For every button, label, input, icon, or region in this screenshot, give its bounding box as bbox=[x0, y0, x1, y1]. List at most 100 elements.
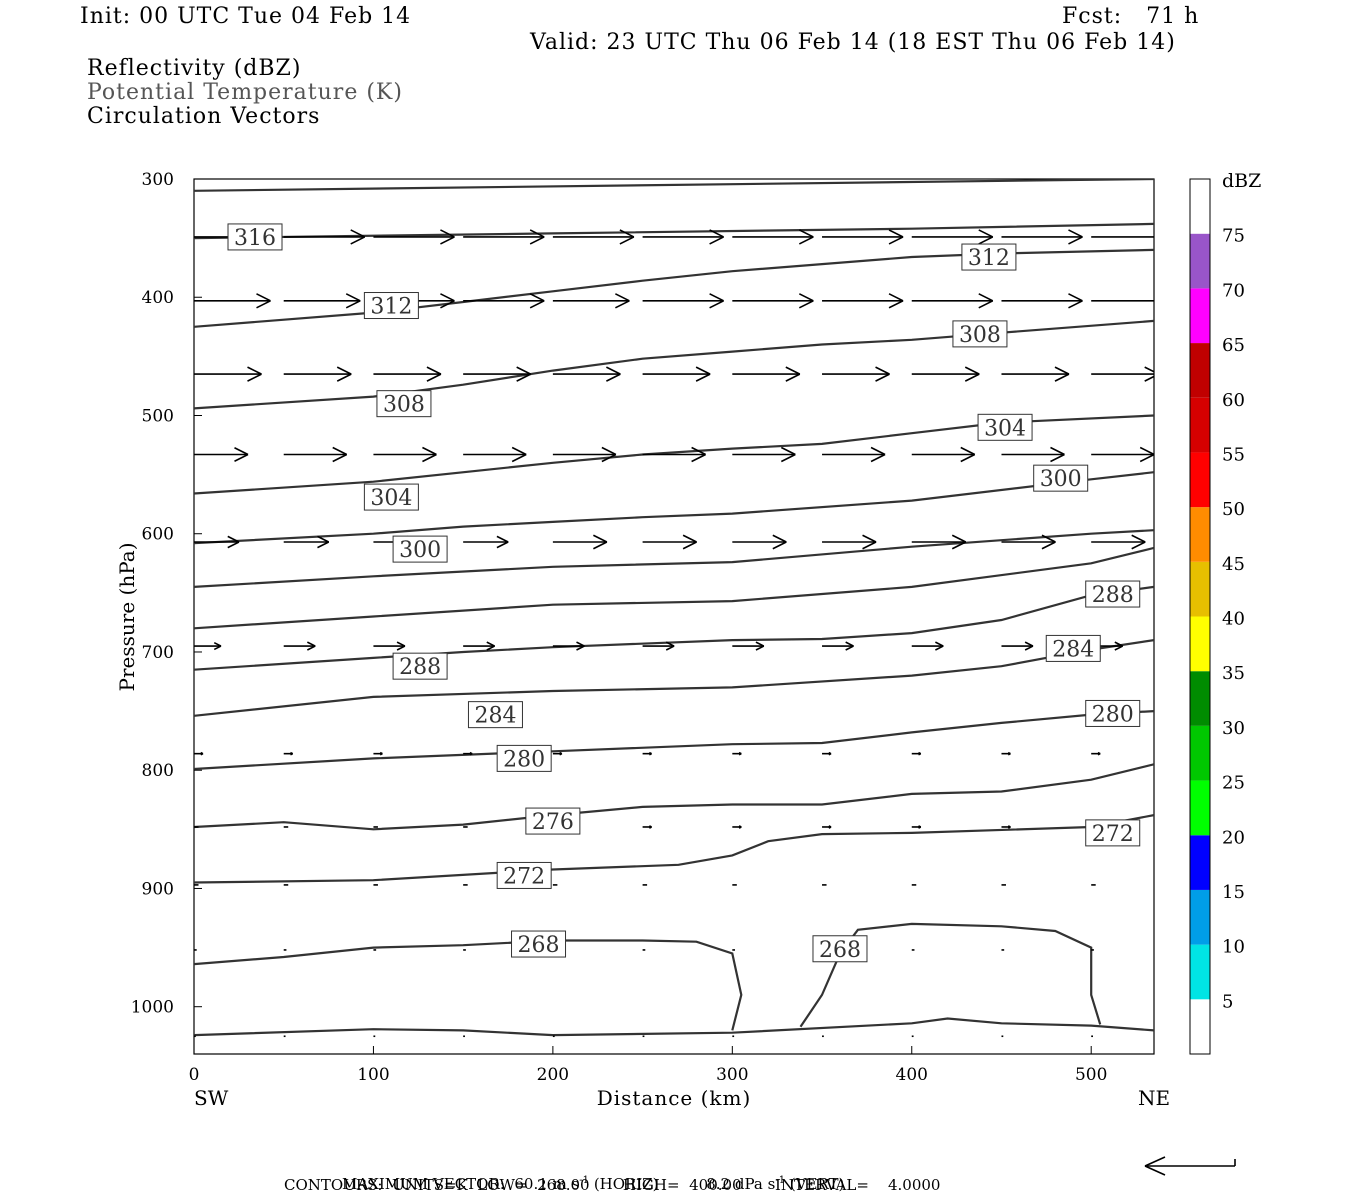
x-tick-label: 300 bbox=[716, 1065, 748, 1085]
isentrope-label-box bbox=[496, 861, 552, 889]
y-tick-label: 700 bbox=[142, 643, 174, 663]
vert-value: 8.2 bbox=[706, 1175, 731, 1193]
y-tick-label: 900 bbox=[142, 879, 174, 899]
colorbar-segment bbox=[1190, 343, 1210, 398]
circulation-vector bbox=[1001, 229, 1083, 245]
isentrope-label-box bbox=[525, 807, 581, 835]
isentrope-label-box bbox=[1033, 464, 1089, 492]
field-circulation-vectors: Circulation Vectors bbox=[87, 104, 321, 129]
circulation-vector bbox=[911, 446, 976, 463]
y-tick-label: 600 bbox=[142, 525, 174, 545]
isentrope-label: 304 bbox=[984, 416, 1026, 441]
colorbar-label: 55 bbox=[1222, 444, 1245, 465]
circulation-vector bbox=[463, 446, 527, 463]
forecast-hour: Fcst: 71 h bbox=[1062, 4, 1200, 29]
y-tick-label: 1000 bbox=[131, 998, 174, 1018]
colorbar-segment bbox=[1190, 561, 1210, 617]
isentrope-label: 300 bbox=[1040, 467, 1082, 492]
circulation-vector bbox=[283, 229, 366, 245]
circulation-vector bbox=[1091, 236, 1154, 238]
horiz-tag: (HORIZ) bbox=[593, 1175, 659, 1193]
horiz-value: 60.1 bbox=[514, 1175, 548, 1193]
circulation-vector bbox=[822, 366, 890, 382]
valid-time: Valid: 23 UTC Thu 06 Feb 14 (18 EST Thu … bbox=[530, 30, 1176, 55]
circulation-vector bbox=[1001, 641, 1034, 651]
circulation-vector bbox=[732, 534, 787, 550]
circulation-vector bbox=[194, 293, 271, 309]
field-potential-temperature: Potential Temperature (K) bbox=[87, 80, 403, 105]
isentrope-label-box bbox=[1085, 699, 1141, 727]
isentrope-label-box bbox=[392, 535, 448, 563]
colorbar-label: 30 bbox=[1222, 718, 1245, 739]
circulation-vector bbox=[552, 229, 635, 245]
colorbar-label: 65 bbox=[1222, 335, 1245, 356]
circulation-vector bbox=[1091, 366, 1154, 382]
isentrope-label-box bbox=[496, 744, 552, 772]
circulation-vector bbox=[822, 751, 832, 756]
circulation-vector bbox=[732, 751, 742, 756]
isentrope-300 bbox=[194, 471, 1154, 545]
circulation-vector bbox=[283, 366, 352, 382]
isentrope-label: 280 bbox=[1092, 702, 1134, 727]
isentrope-label: 304 bbox=[370, 486, 412, 511]
isentrope-316 bbox=[194, 179, 1154, 192]
circulation-vector bbox=[373, 446, 437, 463]
colorbar-segment bbox=[1190, 233, 1210, 289]
colorbar-segment bbox=[1190, 616, 1210, 672]
circulation-vector bbox=[194, 366, 262, 382]
x-end-label-left: SW bbox=[194, 1086, 229, 1110]
circulation-vector bbox=[732, 366, 801, 382]
init-time: Init: 00 UTC Tue 04 Feb 14 bbox=[80, 4, 412, 29]
circulation-vector bbox=[732, 229, 814, 245]
circulation-vector bbox=[552, 446, 617, 463]
colorbar-label: 40 bbox=[1222, 609, 1245, 630]
circulation-vector bbox=[822, 825, 832, 829]
circulation-vector bbox=[822, 446, 886, 463]
isentrope-label: 288 bbox=[399, 655, 441, 680]
colorbar-segment bbox=[1190, 179, 1210, 234]
colorbar-segment bbox=[1190, 999, 1210, 1054]
circulation-vector bbox=[911, 366, 980, 382]
y-tick-label: 800 bbox=[142, 761, 174, 781]
circulation-vector bbox=[642, 534, 697, 550]
plot-frame bbox=[193, 178, 1155, 1055]
circulation-vector bbox=[1091, 751, 1101, 756]
isentrope-296 bbox=[194, 529, 1154, 588]
circulation-vector bbox=[283, 293, 361, 309]
colorbar-segment bbox=[1190, 835, 1210, 890]
isentrope-268 bbox=[194, 939, 743, 1031]
circulation-vector bbox=[463, 641, 496, 651]
colorbar-segment bbox=[1190, 452, 1210, 508]
circulation-vector bbox=[642, 229, 724, 245]
circulation-vector bbox=[822, 293, 904, 309]
isentrope-label-box bbox=[511, 930, 567, 958]
isentrope-label-box bbox=[952, 320, 1008, 348]
isentrope-label: 284 bbox=[1052, 637, 1094, 662]
circulation-vector bbox=[911, 641, 944, 651]
circulation-vector bbox=[1091, 534, 1146, 550]
isentrope-264 bbox=[194, 1017, 1154, 1037]
circulation-vector bbox=[552, 366, 621, 382]
isentrope-276 bbox=[194, 763, 1154, 831]
colorbar-label: 75 bbox=[1222, 226, 1245, 247]
circulation-vector bbox=[822, 534, 877, 550]
footer-max-vector: MAXIMUM VECTOR: 60.1 m s-1 (HORIZ) 8.2 d… bbox=[342, 1157, 844, 1193]
circulation-vector bbox=[1001, 293, 1083, 309]
colorbar-label: 10 bbox=[1222, 937, 1245, 958]
circulation-vector bbox=[1001, 446, 1065, 463]
circulation-vector bbox=[822, 229, 904, 245]
colorbar-label: 70 bbox=[1222, 280, 1245, 301]
circulation-vector bbox=[283, 446, 348, 463]
vert-exp: -1 bbox=[775, 1175, 786, 1186]
y-tick-label: 300 bbox=[142, 170, 174, 190]
circulation-vector bbox=[463, 751, 473, 756]
circulation-vector bbox=[1001, 534, 1056, 550]
vert-units: dPa s bbox=[734, 1175, 776, 1193]
circulation-vector bbox=[1001, 366, 1070, 382]
y-tick-label: 400 bbox=[142, 288, 174, 308]
x-axis-label: Distance (km) bbox=[597, 1086, 752, 1110]
y-tick-label: 500 bbox=[142, 406, 174, 426]
reference-vector-arrow bbox=[1144, 1156, 1236, 1176]
circulation-vector bbox=[552, 751, 563, 756]
